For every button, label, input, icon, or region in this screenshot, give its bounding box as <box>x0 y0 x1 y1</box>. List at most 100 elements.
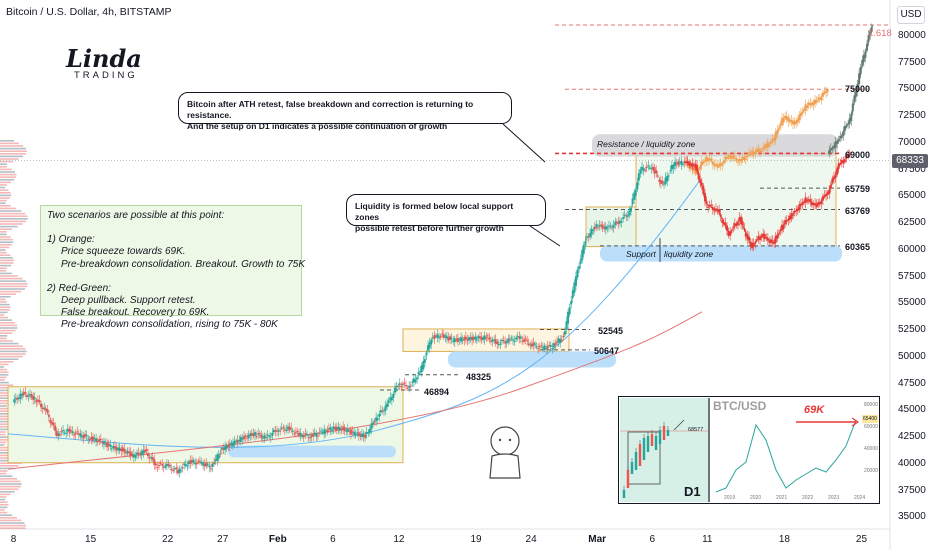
candle <box>840 159 843 163</box>
y-tick-label: 62500 <box>898 217 926 229</box>
volume-profile-bar <box>0 311 8 314</box>
candle <box>416 377 419 380</box>
y-tick-label: 45000 <box>898 404 926 416</box>
volume-profile-bar <box>0 363 9 366</box>
d1-candle <box>622 490 626 498</box>
volume-profile-bar <box>0 251 7 254</box>
candle <box>496 341 499 345</box>
candle <box>771 138 774 140</box>
candle <box>721 164 724 167</box>
candle <box>282 427 285 429</box>
volume-profile-bar <box>0 186 6 189</box>
candle <box>44 408 47 411</box>
scenario-red-line-3: Pre-breakdown consolidation, rising to 7… <box>61 319 278 331</box>
volume-profile-bar <box>0 189 9 191</box>
candle <box>556 341 559 343</box>
candle <box>771 240 774 242</box>
volume-profile-bar <box>0 472 7 475</box>
candle <box>343 427 346 432</box>
mascot-body <box>489 453 521 479</box>
mascot-eye <box>498 438 502 442</box>
candle <box>312 433 315 437</box>
scenario-red-title: 2) Red-Green: <box>47 282 111 294</box>
candle <box>603 227 606 229</box>
candle <box>724 156 727 160</box>
volume-profile-bar <box>0 329 16 332</box>
candle <box>315 433 318 437</box>
candle <box>475 339 478 341</box>
candle <box>409 385 412 387</box>
candle <box>631 198 634 205</box>
volume-profile-bar <box>0 207 17 210</box>
candle <box>332 426 335 430</box>
candle <box>120 449 123 452</box>
inset-y-tick: 60000 <box>864 424 878 430</box>
candle <box>128 451 131 453</box>
candle <box>489 340 492 342</box>
candle <box>287 426 290 430</box>
volume-profile-bar <box>0 480 21 483</box>
candle <box>291 430 294 432</box>
candle <box>626 215 629 217</box>
candle <box>423 359 426 363</box>
candle <box>508 339 511 341</box>
candle <box>724 222 727 226</box>
candle <box>389 397 392 401</box>
candle <box>707 159 710 162</box>
candle <box>659 180 662 184</box>
y-tick-label: 35000 <box>898 511 926 523</box>
candle <box>820 201 823 205</box>
candle <box>538 346 541 348</box>
x-tick-label: 15 <box>85 534 97 545</box>
volume-profile-bar <box>0 514 13 516</box>
candle <box>716 164 719 167</box>
weekly-price-box-label: 65400 <box>863 416 877 422</box>
x-tick-label: 19 <box>470 534 482 545</box>
volume-profile-bar <box>0 283 28 285</box>
volume-profile-bar <box>0 277 23 280</box>
candle <box>145 449 148 452</box>
candle <box>732 155 735 158</box>
x-tick-label: 12 <box>393 534 405 545</box>
candle <box>760 236 763 238</box>
volume-profile-bar <box>0 163 7 165</box>
volume-profile-bar <box>0 517 18 519</box>
candle <box>615 221 618 223</box>
candle <box>549 344 552 347</box>
ma-fast-line <box>7 179 701 448</box>
volume-profile-bar <box>0 223 23 225</box>
volume-profile-bar <box>0 215 28 217</box>
volume-profile-bar <box>0 446 9 449</box>
d1-candle <box>650 434 654 446</box>
volume-profile-bar <box>0 205 11 207</box>
volume-profile-bar <box>0 267 7 269</box>
inset-y-tick: 80000 <box>864 402 878 408</box>
y-tick-label: 80000 <box>898 29 926 41</box>
volume-profile-bar <box>0 465 19 467</box>
candle <box>41 407 44 410</box>
candle <box>609 225 612 227</box>
candle <box>57 433 60 437</box>
y-tick-label: 37500 <box>898 484 926 496</box>
candle <box>85 435 88 437</box>
volume-profile-bar <box>0 478 18 480</box>
candle <box>288 426 291 431</box>
y-tick-label: 42500 <box>898 431 926 443</box>
candle <box>806 105 809 108</box>
candle <box>546 346 549 349</box>
candle <box>244 435 247 437</box>
candle <box>523 339 526 342</box>
level-label-75000: 75000 <box>845 84 871 94</box>
candle <box>464 336 467 340</box>
ma-slow-line <box>7 311 703 470</box>
volume-profile-bar <box>0 288 25 290</box>
y-tick-label: 47500 <box>898 377 926 389</box>
x-tick-label: Feb <box>268 534 287 545</box>
currency-button[interactable]: USD <box>897 6 925 24</box>
candle <box>430 339 433 345</box>
candle <box>331 429 334 432</box>
callout-ath-pointer <box>502 123 546 163</box>
support-zone-label-1: Support <box>626 249 656 259</box>
candle <box>329 427 332 431</box>
